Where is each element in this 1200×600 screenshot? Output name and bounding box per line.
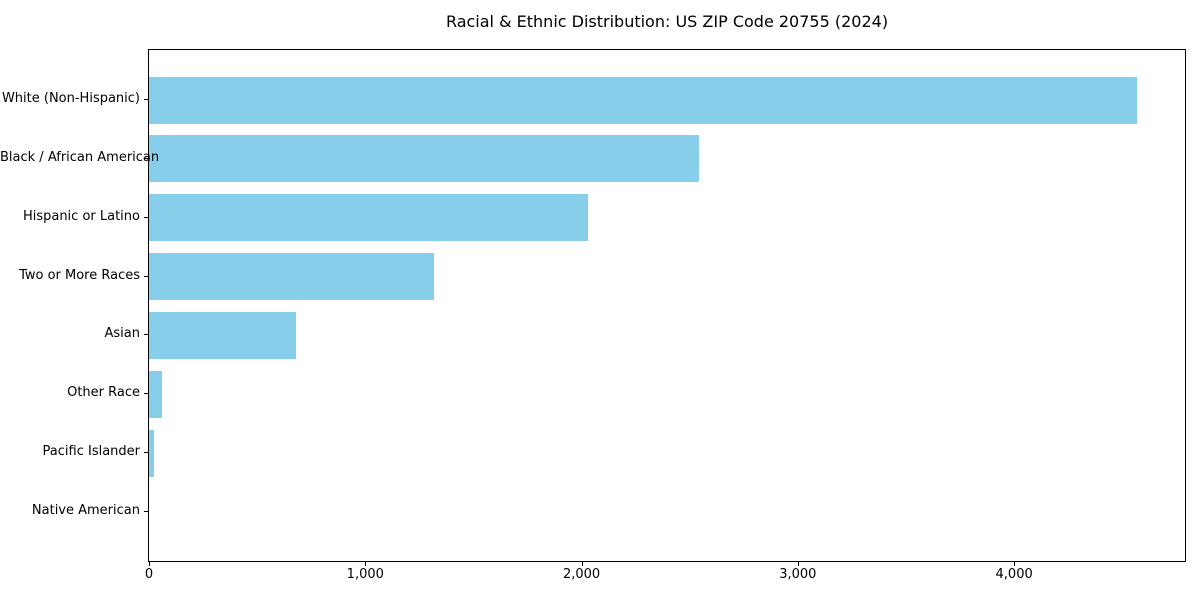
y-tick-mark (144, 216, 148, 218)
y-tick-label: Other Race (67, 385, 140, 401)
y-tick-label: Black / African American (0, 149, 160, 165)
y-tick-mark (144, 510, 148, 512)
x-tick-mark (1014, 562, 1016, 566)
y-tick-mark (144, 334, 148, 336)
chart-title: Racial & Ethnic Distribution: US ZIP Cod… (445, 12, 889, 31)
plot-area (148, 49, 1186, 562)
y-tick-mark (144, 157, 148, 159)
y-tick-label: Two or More Races (19, 267, 140, 283)
y-tick-mark (144, 275, 148, 277)
x-tick-mark (797, 562, 799, 566)
y-tick-mark (144, 393, 148, 395)
x-tick-mark (149, 562, 150, 566)
bar (149, 311, 296, 359)
x-tick-mark (581, 562, 583, 566)
x-tick-label: 2,000 (562, 567, 601, 582)
x-tick-label: 1,000 (346, 567, 384, 582)
bar (149, 253, 434, 301)
y-tick-mark (144, 99, 148, 100)
x-tick-mark (365, 562, 367, 566)
y-tick-label: Pacific Islander (42, 444, 140, 460)
x-tick-label: 3,000 (779, 567, 817, 582)
y-tick-label: White (Non-Hispanic) (1, 91, 140, 106)
y-tick-mark (144, 452, 148, 454)
y-tick-label: Native American (31, 502, 140, 518)
x-tick-label: 0 (144, 567, 154, 582)
y-tick-label: Hispanic or Latino (22, 208, 140, 224)
x-tick-label: 4,000 (995, 567, 1033, 582)
bar (149, 370, 162, 418)
bar (149, 429, 154, 477)
y-tick-label: Asian (104, 326, 140, 342)
bar (149, 135, 699, 183)
bar (149, 194, 588, 242)
bar (149, 76, 1137, 124)
